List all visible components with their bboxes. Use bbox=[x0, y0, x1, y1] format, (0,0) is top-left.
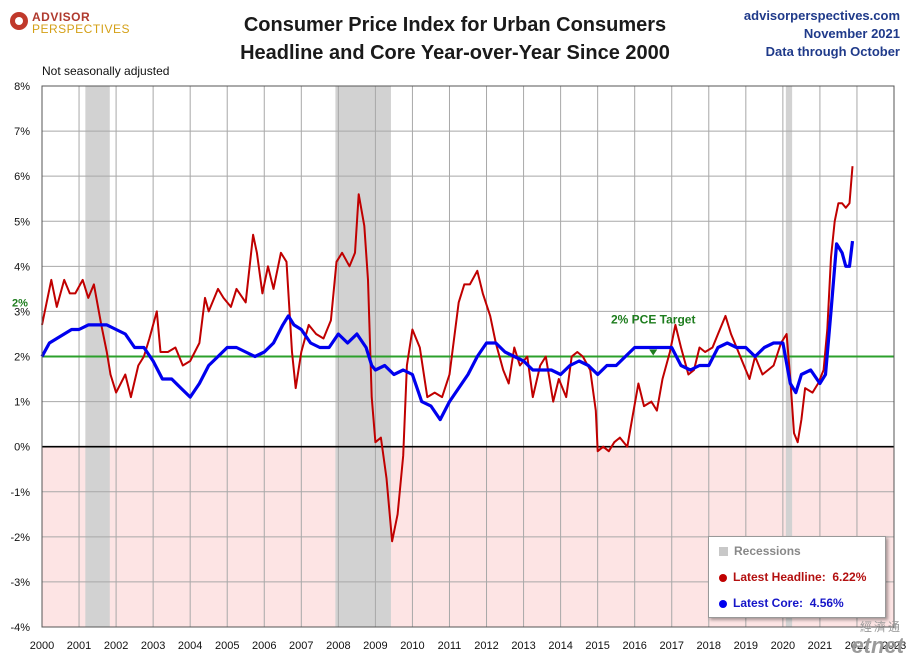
legend-headline-value: 6.22% bbox=[832, 570, 867, 584]
x-tick-label: 2022 bbox=[845, 640, 869, 652]
legend-recessions-label: Recessions bbox=[734, 544, 801, 558]
watermark-chinese: 經濟通 bbox=[859, 620, 902, 634]
headline-dot-icon bbox=[719, 573, 727, 582]
logo-text-line1: ADVISOR bbox=[32, 10, 91, 24]
y-tick-label: -1% bbox=[10, 487, 30, 499]
legend-recessions: Recessions bbox=[719, 544, 801, 558]
y-tick-label: 3% bbox=[14, 306, 30, 318]
legend-headline: Latest Headline: 6.22% bbox=[719, 570, 866, 584]
y-tick-label: 1% bbox=[14, 397, 30, 409]
x-tick-label: 2003 bbox=[141, 640, 165, 652]
series-line-headline bbox=[41, 166, 854, 543]
x-tick-label: 2013 bbox=[511, 640, 535, 652]
x-tick-label: 2008 bbox=[326, 640, 350, 652]
publication-date: November 2021 bbox=[803, 26, 900, 41]
advisor-perspectives-logo: ADVISOR PERSPECTIVES bbox=[10, 10, 140, 36]
y-tick-label: 7% bbox=[14, 126, 30, 138]
x-tick-label: 2010 bbox=[400, 640, 424, 652]
legend-core: Latest Core: 4.56% bbox=[719, 596, 844, 610]
series-line-core bbox=[40, 240, 855, 422]
recession-swatch-icon bbox=[719, 547, 728, 557]
data-through-note: Data through October bbox=[765, 44, 900, 59]
pce-target-label: 2% PCE Target bbox=[611, 313, 695, 327]
legend-headline-label: Latest Headline: bbox=[733, 570, 826, 584]
x-tick-label: 2021 bbox=[808, 640, 832, 652]
x-tick-label: 2020 bbox=[771, 640, 795, 652]
legend-core-value: 4.56% bbox=[809, 596, 844, 610]
y-tick-label: 4% bbox=[14, 261, 30, 273]
y-tick-label: -2% bbox=[10, 532, 30, 544]
y-tick-label: -3% bbox=[10, 577, 30, 589]
pce-target-arrow-icon bbox=[649, 349, 658, 356]
x-tick-label: 2011 bbox=[438, 640, 462, 652]
x-tick-label: 2014 bbox=[548, 640, 572, 652]
x-tick-label: 2019 bbox=[734, 640, 758, 652]
y-tick-label: -4% bbox=[10, 622, 30, 634]
etnet-watermark: etnet bbox=[851, 633, 904, 658]
x-tick-label: 2009 bbox=[363, 640, 387, 652]
logo-text-line2: PERSPECTIVES bbox=[32, 22, 131, 36]
x-tick-label: 2006 bbox=[252, 640, 276, 652]
x-tick-label: 2017 bbox=[659, 640, 683, 652]
x-tick-label: 2015 bbox=[585, 640, 609, 652]
x-tick-label: 2005 bbox=[215, 640, 239, 652]
legend-core-label: Latest Core: bbox=[733, 596, 804, 610]
y-tick-label: 6% bbox=[14, 171, 30, 183]
logo-mark-icon bbox=[10, 12, 28, 30]
x-tick-label: 2012 bbox=[474, 640, 498, 652]
x-tick-label: 2023 bbox=[882, 640, 906, 652]
x-tick-label: 2016 bbox=[622, 640, 646, 652]
target-axis-label: 2% bbox=[12, 298, 28, 310]
plot-frame bbox=[41, 85, 895, 628]
x-tick-label: 2018 bbox=[697, 640, 721, 652]
x-tick-label: 2004 bbox=[178, 640, 202, 652]
x-tick-label: 2001 bbox=[67, 640, 91, 652]
source-site: advisorperspectives.com bbox=[743, 8, 900, 23]
y-tick-label: 2% bbox=[14, 352, 30, 364]
core-dot-icon bbox=[719, 599, 727, 608]
y-tick-label: 8% bbox=[14, 81, 30, 93]
seasonal-adjustment-note: Not seasonally adjusted bbox=[42, 64, 170, 78]
y-tick-label: 0% bbox=[14, 442, 30, 454]
chart-legend: Recessions Latest Headline: 6.22% Latest… bbox=[708, 536, 886, 618]
y-tick-label: 5% bbox=[14, 216, 30, 228]
chart-subtitle: Headline and Core Year-over-Year Since 2… bbox=[240, 42, 670, 64]
chart-title: Consumer Price Index for Urban Consumers bbox=[243, 14, 667, 36]
x-tick-label: 2002 bbox=[104, 640, 128, 652]
x-tick-label: 2000 bbox=[30, 640, 54, 652]
x-tick-label: 2007 bbox=[289, 640, 313, 652]
